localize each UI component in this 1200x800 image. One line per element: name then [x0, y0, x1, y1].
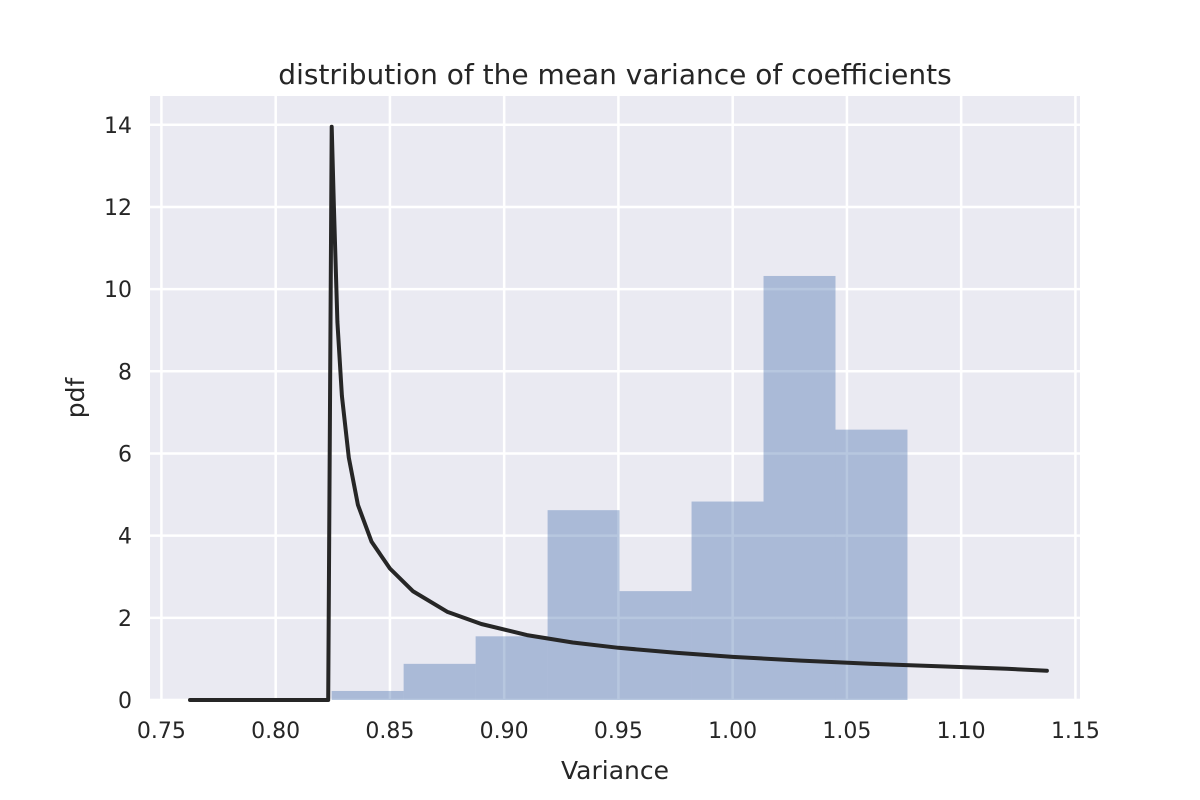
y-tick-labels: 0 2 4 6 8 10 12 14: [104, 114, 132, 714]
histogram-bar: [475, 636, 548, 700]
y-tick-label: 12: [104, 196, 132, 221]
histogram-bar: [619, 591, 692, 700]
y-tick-label: 6: [118, 442, 132, 467]
y-tick-label: 2: [118, 607, 132, 632]
x-tick-label: 0.85: [365, 719, 414, 744]
x-tick-label: 1.05: [822, 719, 871, 744]
grid-layer: [150, 96, 1080, 702]
y-tick-label: 4: [118, 525, 132, 550]
x-tick-label: 0.75: [137, 719, 186, 744]
y-tick-label: 8: [118, 360, 132, 385]
histogram-bar: [691, 501, 764, 700]
histogram-bar: [403, 663, 476, 700]
x-tick-labels: 0.75 0.80 0.85 0.90 0.95 1.00 1.05 1.10 1.15: [137, 719, 1100, 744]
x-tick-label: 1.10: [937, 719, 986, 744]
x-axis-label: Variance: [561, 756, 669, 785]
x-tick-label: 1.15: [1051, 719, 1100, 744]
plot-background: [150, 96, 1080, 700]
histogram-bar: [835, 429, 908, 700]
x-tick-label: 1.00: [708, 719, 757, 744]
y-tick-label: 10: [104, 278, 132, 303]
y-tick-label: 0: [118, 689, 132, 714]
y-axis-label: pdf: [61, 377, 90, 419]
histogram-bars: [331, 275, 908, 700]
x-tick-label: 0.90: [480, 719, 529, 744]
histogram-bar: [547, 510, 620, 700]
x-tick-label: 0.95: [594, 719, 643, 744]
histogram-bar: [331, 690, 404, 700]
histogram-bar: [763, 275, 836, 700]
x-tick-label: 0.80: [251, 719, 300, 744]
y-tick-label: 14: [104, 114, 132, 139]
chart-title: distribution of the mean variance of coe…: [278, 58, 951, 91]
pdf-curve: [188, 124, 1049, 702]
pdf-curve-layer: [188, 124, 1049, 702]
